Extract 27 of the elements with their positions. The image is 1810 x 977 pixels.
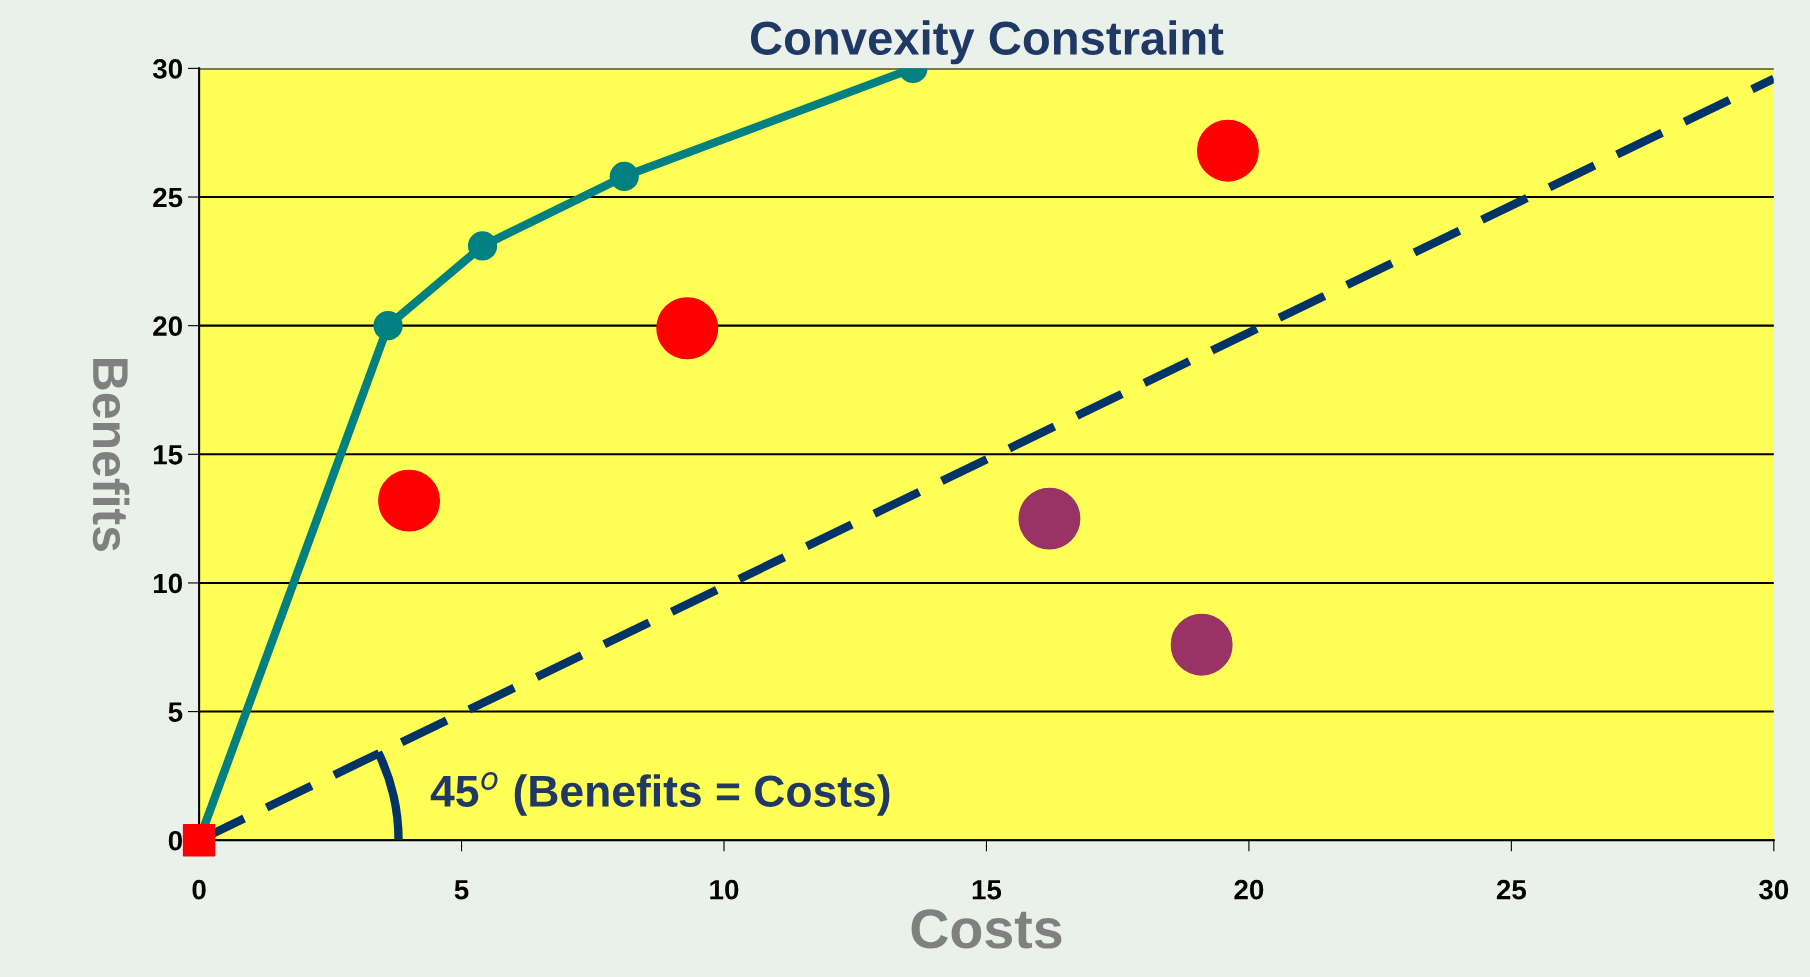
point (1018, 487, 1081, 550)
y-tick-label: 20 (153, 316, 182, 337)
x-tick-label: 15 (972, 880, 1002, 900)
x-tick-label: 25 (1496, 879, 1527, 900)
annotation: 45$^{o}$ (Benefits = Costs) (430, 772, 890, 816)
point (182, 823, 216, 857)
x-axis-title: Costs (911, 909, 1062, 949)
x-tick-label: 30 (1758, 879, 1789, 900)
y-tick-label: 0 (168, 830, 182, 851)
point (1170, 613, 1233, 676)
y-tick-label: 10 (153, 573, 182, 594)
y-tick-label: 5 (168, 702, 183, 722)
x-tick-label: 20 (1234, 879, 1264, 900)
x-tick-label: 10 (710, 879, 739, 900)
y-axis-title: Benefits (92, 359, 130, 551)
point (609, 161, 639, 192)
y-tick-label: 25 (153, 187, 183, 208)
chart-title: Convexity Constraint (750, 20, 1224, 65)
point (1196, 119, 1259, 182)
point (373, 311, 403, 341)
y-tick-label: 30 (152, 59, 182, 79)
point (656, 297, 719, 360)
point (378, 469, 441, 532)
point (467, 231, 498, 261)
x-tick-label: 0 (192, 879, 206, 900)
y-tick-label: 15 (153, 445, 183, 465)
x-tick-label: 5 (454, 880, 469, 900)
